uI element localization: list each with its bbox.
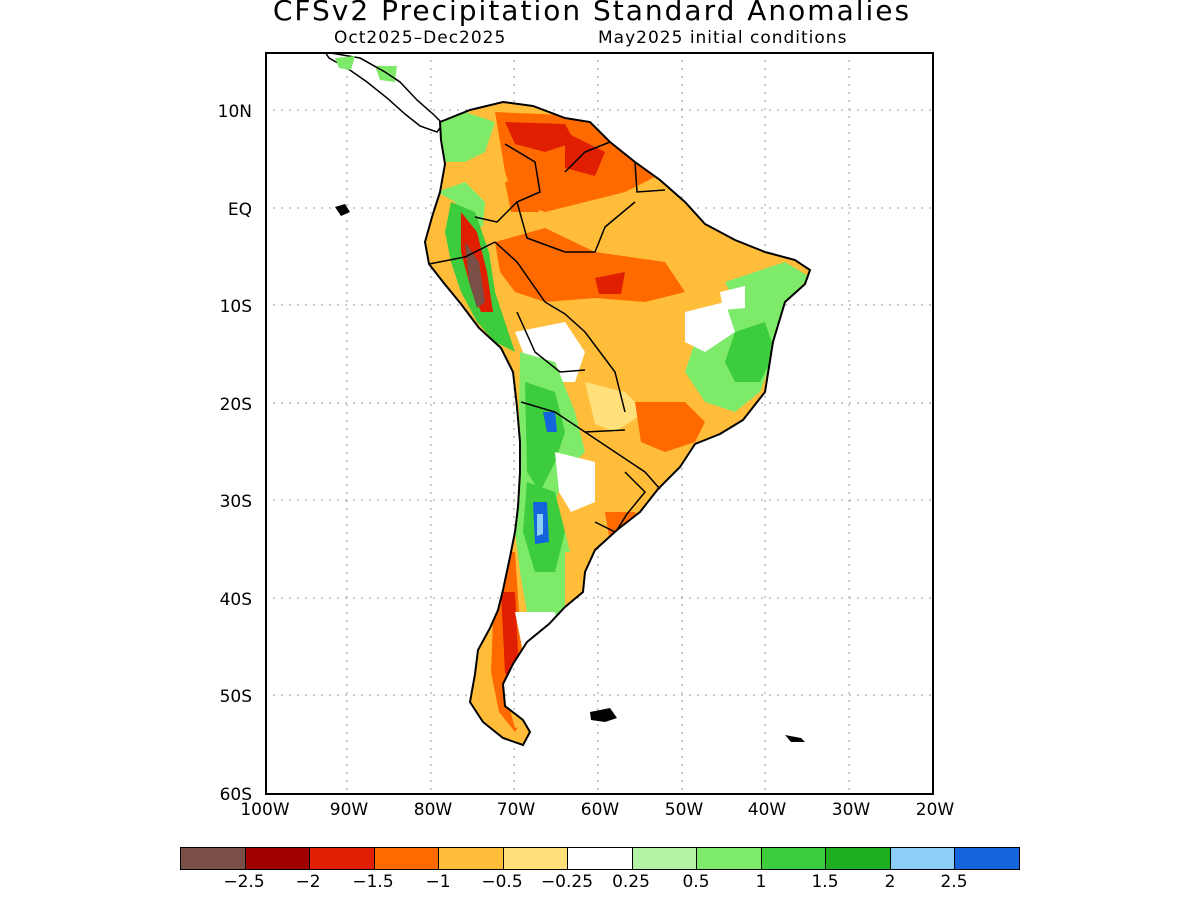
colorbar-swatch [181,848,246,869]
colorbar-label: 0.25 [612,872,650,892]
lat-label: 30S [219,492,252,512]
coastline [423,100,812,747]
lon-label: 50W [664,800,704,820]
colorbar-swatch [374,848,440,869]
lat-label: 60S [219,785,252,805]
lon-label: 40W [747,800,787,820]
colorbar-swatch [826,848,891,869]
anomaly-map [265,52,934,795]
colorbar-label: −0.5 [481,872,523,892]
colorbar-swatch [697,848,762,869]
lon-label: 80W [413,800,453,820]
lat-label: 10N [217,102,252,122]
lat-label: 20S [219,395,252,415]
colorbar-label: −2.5 [223,872,265,892]
colorbar-label: −1 [425,872,451,892]
colorbar-label: 2 [884,872,896,892]
colorbar-swatch [568,848,633,869]
colorbar-swatch [503,848,569,869]
map-title: CFSv2 Precipitation Standard Anomalies [272,0,912,27]
colorbar-swatch [890,848,956,869]
colorbar-swatch [439,848,504,869]
colorbar-label: 1 [755,872,767,892]
colorbar-swatch [310,848,375,869]
anomaly-field [425,102,810,745]
colorbar-label: −0.25 [540,872,594,892]
colorbar-swatch [955,848,1019,869]
forecast-period: Oct2025–Dec2025 [334,28,507,48]
falkland-islands [590,708,617,722]
colorbar-label: 2.5 [940,872,968,892]
colorbar-swatch [632,848,698,869]
colorbar-label: −2 [295,872,321,892]
colorbar-label: 1.5 [811,872,839,892]
lon-label: 70W [496,800,536,820]
colorbar-swatch [245,848,311,869]
lon-label: 90W [329,800,369,820]
map-border [265,52,934,795]
lat-label: 10S [219,297,252,317]
central-america [324,52,444,133]
lat-label: EQ [227,200,252,220]
colorbar-label: 0.5 [682,872,710,892]
lat-label: 40S [219,590,252,610]
lon-label: 60W [580,800,620,820]
lat-label: 50S [219,687,252,707]
lon-label: 30W [831,800,871,820]
colorbar [180,847,1020,870]
country-borders [428,141,666,533]
south-georgia [785,735,805,742]
colorbar-swatch [761,848,827,869]
lon-label: 100W [240,800,290,820]
colorbar-label: −1.5 [352,872,394,892]
galapagos [335,204,350,216]
lon-label: 20W [915,800,955,820]
initial-conditions: May2025 initial conditions [598,28,848,48]
map-panel [265,52,934,795]
